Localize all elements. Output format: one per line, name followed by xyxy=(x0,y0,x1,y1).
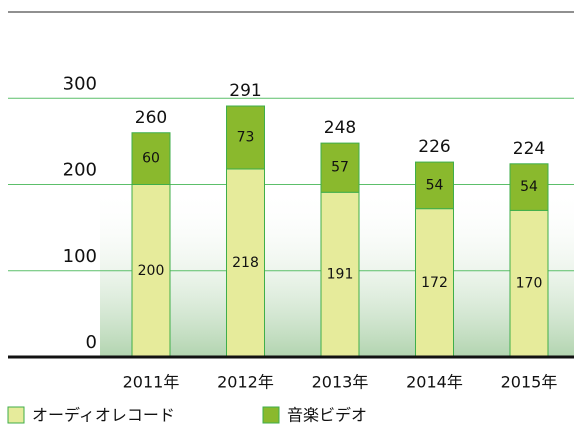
y-tick-label: 200 xyxy=(63,160,97,181)
y-tick-label: 0 xyxy=(86,332,97,353)
value-label: 54 xyxy=(426,177,444,193)
bar-segment xyxy=(415,208,454,358)
y-tick-label: 100 xyxy=(63,246,97,267)
value-label: 218 xyxy=(232,255,259,271)
legend-label: オーディオレコード xyxy=(32,406,175,425)
value-label: 54 xyxy=(520,179,538,195)
value-label: 170 xyxy=(516,276,543,292)
bar-segment xyxy=(415,161,454,210)
bar-segment xyxy=(226,105,265,170)
total-label: 291 xyxy=(229,81,261,101)
bar-segment xyxy=(320,142,360,193)
bar-segment xyxy=(320,191,360,358)
x-tick-label: 2013年 xyxy=(312,373,369,392)
total-label: 260 xyxy=(135,108,167,128)
total-label: 224 xyxy=(513,139,545,159)
value-label: 172 xyxy=(421,275,448,291)
bar-segment xyxy=(131,132,171,185)
x-tick-label: 2014年 xyxy=(406,373,463,392)
value-label: 60 xyxy=(142,151,160,167)
x-tick-label: 2015年 xyxy=(501,373,558,392)
x-tick-label: 2011年 xyxy=(123,373,180,392)
total-label: 226 xyxy=(418,137,450,157)
bar-segment xyxy=(509,163,549,211)
value-label: 57 xyxy=(331,160,349,176)
value-label: 200 xyxy=(138,263,165,279)
total-label: 248 xyxy=(324,118,356,138)
legend-label: 音楽ビデオ xyxy=(287,406,367,425)
legend-swatch xyxy=(262,406,280,424)
bar-segment xyxy=(226,168,265,358)
x-tick-label: 2012年 xyxy=(217,373,274,392)
value-label: 191 xyxy=(327,267,354,283)
y-tick-label: 300 xyxy=(63,73,97,94)
value-label: 73 xyxy=(237,129,255,145)
legend-swatch xyxy=(7,406,25,424)
